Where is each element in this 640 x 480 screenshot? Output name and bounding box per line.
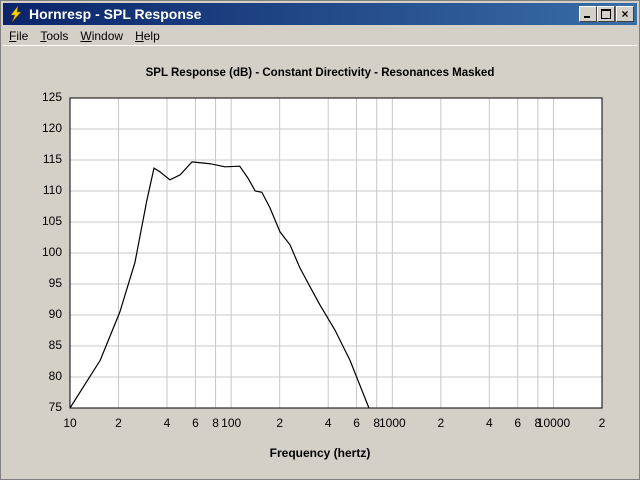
- x-tick-label: 1000: [379, 416, 406, 430]
- y-tick-label: 110: [43, 183, 62, 197]
- x-tick-label: 4: [164, 416, 171, 430]
- x-tick-label: 2: [115, 416, 122, 430]
- x-tick-label: 8: [373, 416, 380, 430]
- x-tick-label: 8: [535, 416, 542, 430]
- y-tick-label: 85: [49, 338, 63, 352]
- y-tick-label: 125: [42, 90, 62, 104]
- x-tick-label: 100: [221, 416, 241, 430]
- x-tick-label: 10: [63, 416, 77, 430]
- spl-curve: [69, 161, 370, 409]
- y-tick-label: 75: [49, 400, 63, 414]
- x-tick-label: 2: [276, 416, 283, 430]
- x-tick-label: 2: [437, 416, 444, 430]
- x-tick-label: 8: [212, 416, 219, 430]
- x-tick-label: 4: [486, 416, 493, 430]
- app-icon: [10, 5, 22, 23]
- y-tick-label: 95: [49, 276, 63, 290]
- menu-item[interactable]: Window: [80, 29, 124, 43]
- y-tick-label: 80: [49, 369, 63, 383]
- x-axis-label: Frequency (hertz): [270, 446, 371, 460]
- x-tick-label: 6: [514, 416, 521, 430]
- menu-item[interactable]: File: [9, 29, 29, 43]
- y-tick-label: 100: [42, 245, 62, 259]
- menu-item[interactable]: Tools: [40, 29, 69, 43]
- y-tick-label: 120: [42, 121, 62, 135]
- y-tick-label: 105: [42, 214, 62, 228]
- maximize-button[interactable]: [597, 6, 615, 22]
- menu-item[interactable]: Help: [135, 29, 160, 43]
- minimize-button[interactable]: [579, 6, 597, 22]
- close-button[interactable]: ×: [616, 6, 634, 22]
- window-title: Hornresp - SPL Response: [29, 6, 202, 22]
- y-tick-label: 115: [43, 152, 62, 166]
- plot-area: [69, 97, 603, 409]
- chart-title: SPL Response (dB) - Constant Directivity…: [146, 67, 495, 79]
- menu-bar: File Tools Window Help: [3, 27, 637, 46]
- x-tick-label: 2: [599, 416, 606, 430]
- x-tick-label: 6: [192, 416, 199, 430]
- x-tick-label: 4: [325, 416, 332, 430]
- x-tick-label: 10000: [537, 416, 571, 430]
- title-bar: Hornresp - SPL Response ×: [3, 3, 637, 25]
- y-tick-label: 90: [49, 307, 63, 321]
- x-tick-label: 6: [353, 416, 360, 430]
